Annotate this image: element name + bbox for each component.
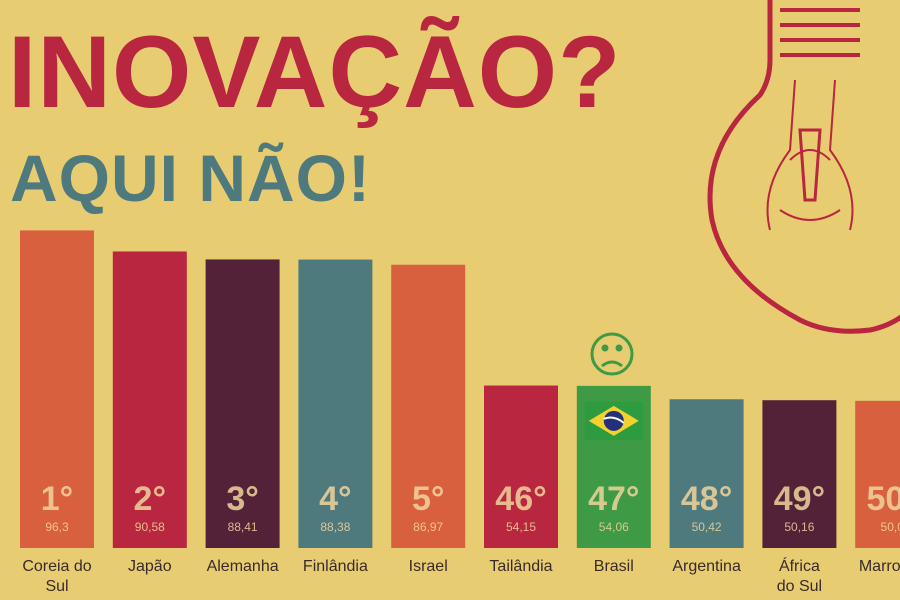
subtitle: AQUI NÃO! [10,141,371,215]
title: INOVAÇÃO? [8,15,622,129]
value-label: 88,38 [320,520,350,534]
rank-label: 48° [681,480,732,518]
category-label: Coreia do Sul [22,558,92,595]
sad-face [590,332,634,376]
rank-label: 46° [495,480,546,518]
rank-label: 2° [134,480,167,518]
category-label: Argentina [672,558,741,575]
bar [855,400,900,548]
category-label: Tailândia [489,558,553,575]
rank-label: 47° [588,480,639,518]
rank-label: 50° [866,480,900,518]
value-label: 50,42 [692,520,722,534]
rank-label: 4° [319,480,352,518]
bar [762,400,837,548]
value-label: 90,58 [135,520,165,534]
category-label: Japão [128,558,172,575]
bar [20,230,94,548]
rank-label: 49° [774,480,825,518]
value-label: 54,15 [506,520,536,534]
rank-label: 5° [412,480,445,518]
bar [484,385,558,548]
rank-label: 3° [226,480,259,518]
category-label: Finlândia [302,558,368,575]
bar [298,259,373,548]
value-label: 50,0 [881,520,900,534]
bar [205,259,280,548]
value-label: 54,06 [599,520,629,534]
category-label: África do Sul [776,558,823,595]
value-label: 96,3 [45,520,69,534]
category-label: Marrocos [858,558,900,575]
category-label: Brasil [593,558,634,575]
lightbulb [707,0,900,334]
value-label: 86,97 [413,520,443,534]
value-label: 88,41 [228,520,258,534]
flag-globe [603,410,624,431]
category-label: Alemanha [206,558,279,575]
bar [669,399,744,548]
bar [112,251,187,548]
value-label: 50,16 [784,520,814,534]
rank-label: 1° [41,480,74,518]
bar [391,264,466,548]
category-label: Israel [408,558,448,575]
flag-band [603,416,625,424]
